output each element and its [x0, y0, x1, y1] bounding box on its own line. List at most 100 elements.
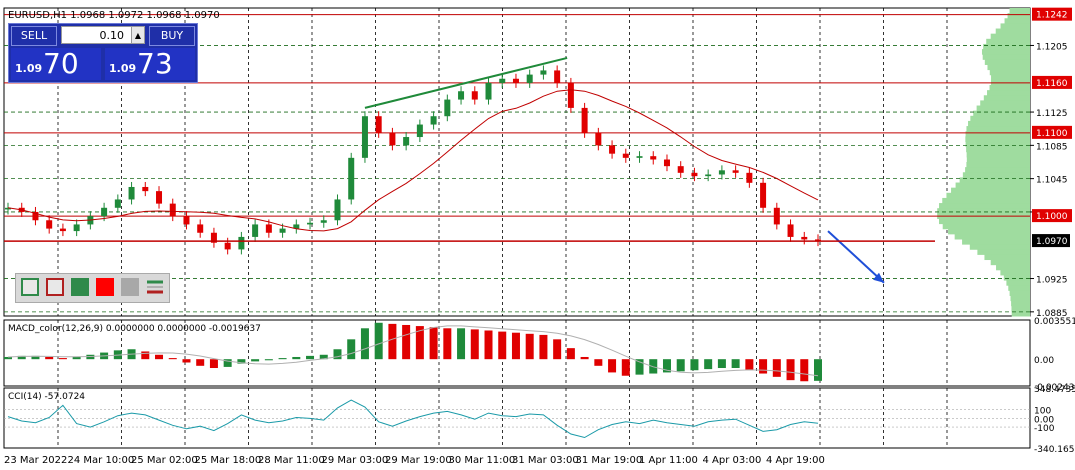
buy-button[interactable]: BUY [149, 26, 195, 46]
volume-profile-bar [954, 233, 1030, 240]
filled-gray-rect-icon[interactable] [121, 278, 139, 296]
macd-bar [635, 359, 644, 375]
macd-bar [182, 359, 191, 363]
lines-style-glyph [147, 280, 163, 294]
volume-profile-bar [966, 146, 1030, 153]
candle-body [5, 207, 11, 210]
volume-profile-bar [987, 64, 1030, 71]
drawing-toolbar [15, 273, 170, 303]
candle-body [567, 82, 574, 108]
cci-title: CCI(14) -57.0724 [8, 392, 85, 402]
volume-profile-bar [942, 197, 1030, 204]
macd-bar [251, 359, 260, 362]
volume-profile-bar [990, 33, 1030, 40]
volume-profile-bar [982, 54, 1030, 60]
macd-y-tick-label: 0.003551 [1034, 317, 1075, 327]
macd-bar [566, 348, 575, 360]
sell-button[interactable]: SELL [11, 26, 57, 46]
current-price-label: 1.0970 [1036, 237, 1068, 247]
volume-profile-bar [976, 105, 1030, 112]
volume-profile-bar [984, 254, 1030, 261]
candle-body [773, 207, 780, 225]
volume-profile-bar [939, 203, 1030, 209]
price-level-badge [1032, 75, 1072, 89]
hollow-green-rect-icon[interactable] [21, 278, 39, 296]
volume-profile-bar [965, 136, 1030, 142]
volume-profile-bar [1003, 274, 1030, 281]
macd-bar [580, 356, 589, 360]
macd-bar [374, 322, 383, 360]
price-level-badge [1032, 125, 1072, 139]
volume-profile-bar [1011, 300, 1030, 307]
candle-body [677, 166, 684, 173]
volume-profile-bar [1009, 290, 1030, 296]
volume-profile-bar [946, 192, 1030, 199]
price-level-label: 1.1100 [1036, 129, 1068, 139]
volume-profile-bar [965, 167, 1030, 173]
macd-bar [4, 356, 12, 360]
volume-profile-bar [991, 74, 1030, 81]
filled-green-rect-icon[interactable] [71, 278, 89, 296]
candle-body [265, 224, 272, 233]
candle-body [718, 170, 725, 175]
volume-profile-bar [980, 100, 1030, 107]
sell-price-prefix: 1.09 [15, 62, 43, 75]
macd-bar [237, 359, 246, 364]
candle-body [705, 174, 712, 177]
macd-bar [759, 359, 768, 374]
candle-body [403, 137, 410, 146]
x-tick-label: 4 Apr 19:00 [766, 455, 825, 466]
volume-profile-bar [1000, 23, 1030, 30]
macd-bar [72, 356, 81, 360]
macd-bar [278, 358, 287, 360]
buy-price[interactable]: 1.09 73 [105, 47, 195, 80]
macd-bar [415, 326, 424, 360]
macd-bar [196, 359, 205, 366]
x-tick-label: 4 Apr 03:00 [703, 455, 762, 466]
candle-body [320, 220, 327, 223]
y-tick-label: 1.1045 [1036, 176, 1068, 186]
macd-bar [319, 354, 328, 360]
volume-profile-bar [955, 182, 1030, 189]
volume-profile-bar [948, 228, 1030, 235]
candle-body [389, 132, 396, 146]
macd-bar [786, 359, 795, 381]
volume-profile-bar [968, 120, 1030, 127]
macd-bar [553, 339, 562, 360]
candle-body [293, 224, 300, 229]
candle-body [101, 207, 108, 217]
volume-profile-bar [996, 264, 1030, 271]
macd-bar [484, 330, 493, 360]
macd-bar [690, 359, 699, 371]
hollow-red-rect-icon[interactable] [46, 278, 64, 296]
candle-body [279, 228, 286, 233]
volume-profile-bar [966, 126, 1030, 132]
macd-bar [731, 359, 740, 369]
volume-profile-bar [937, 208, 1030, 214]
lines-style-icon[interactable] [146, 278, 164, 296]
candle-body [210, 232, 217, 243]
candle-body [32, 211, 39, 221]
x-tick-label: 30 Mar 11:00 [449, 455, 516, 466]
volume-profile-bar [966, 156, 1030, 163]
macd-y-tick-label: 0.00 [1034, 356, 1054, 366]
macd-bar [814, 359, 822, 381]
cci-y-tick-label: -340.165 [1034, 445, 1074, 455]
macd-bar [443, 328, 452, 360]
candle-body [691, 172, 698, 177]
sell-price[interactable]: 1.09 70 [11, 47, 101, 80]
candle-body [663, 159, 670, 167]
candle-body [595, 132, 602, 146]
macd-bar [745, 359, 754, 371]
volume-profile-bar [990, 259, 1030, 266]
volume-profile-bar [989, 85, 1030, 91]
candle-body [499, 78, 506, 83]
filled-red-rect-icon[interactable] [96, 278, 114, 296]
moving-average-line [7, 89, 819, 232]
volume-increase-arrow-icon[interactable]: ▲ [131, 26, 145, 44]
sell-price-pips: 70 [43, 47, 79, 80]
x-tick-label: 29 Mar 19:00 [385, 455, 452, 466]
macd-bar [676, 359, 685, 372]
volume-profile-bar [959, 177, 1030, 184]
